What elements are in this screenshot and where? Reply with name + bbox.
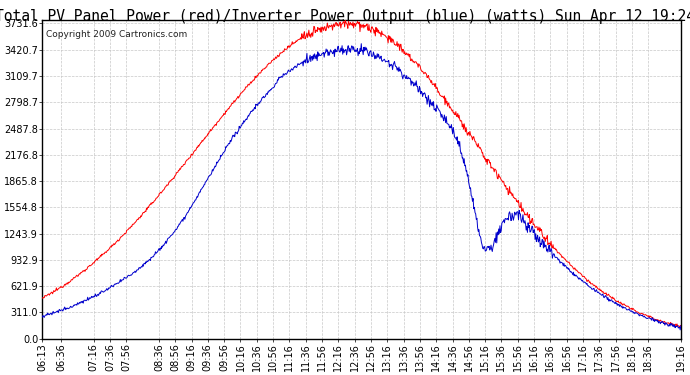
Text: Total PV Panel Power (red)/Inverter Power Output (blue) (watts) Sun Apr 12 19:24: Total PV Panel Power (red)/Inverter Powe… [0,9,690,24]
Text: Copyright 2009 Cartronics.com: Copyright 2009 Cartronics.com [46,30,187,39]
